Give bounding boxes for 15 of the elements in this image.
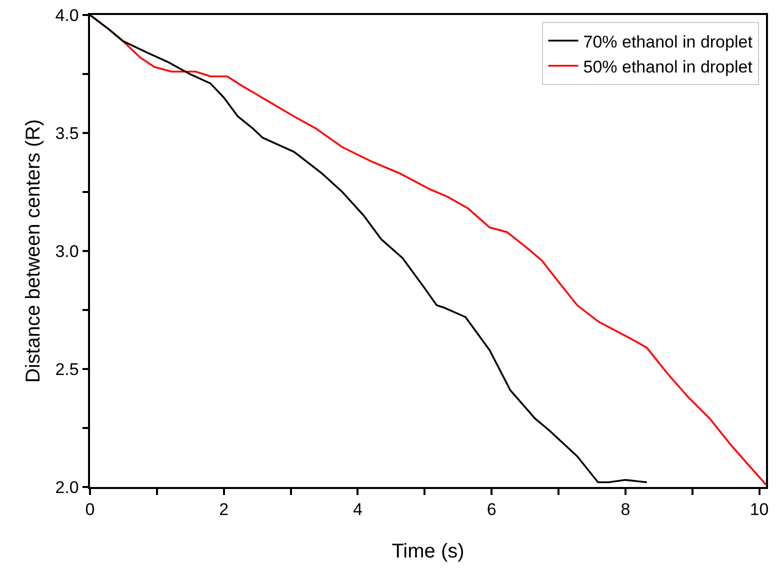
legend-label: 70% ethanol in droplet	[583, 32, 753, 52]
x-tick-label: 10	[750, 500, 769, 520]
x-tick-label: 8	[620, 500, 630, 520]
y-tick-label: 3.5	[55, 124, 79, 143]
text: 3.0	[55, 242, 79, 261]
text: 4.0	[55, 6, 79, 25]
x-axis-title: Time (s)	[392, 540, 464, 562]
x-tick-label: 0	[85, 500, 95, 520]
legend-label: 50% ethanol in droplet	[583, 57, 753, 76]
y-tick-label: 2.5	[55, 360, 79, 379]
x-tick-label: 2	[219, 500, 229, 520]
x-tick-label: 4	[352, 500, 362, 520]
x-tick-label: 6	[486, 500, 496, 520]
y-axis-title: Distance between centers (R)	[22, 119, 44, 383]
text: 2.0	[55, 478, 79, 497]
